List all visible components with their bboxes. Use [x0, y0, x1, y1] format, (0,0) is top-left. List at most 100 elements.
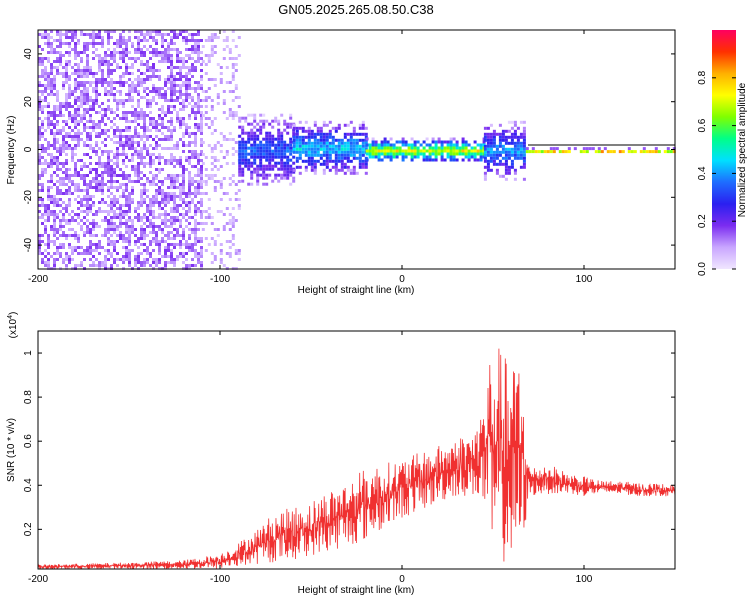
spectrogram-cell: [440, 143, 444, 147]
spectrogram-cell: [386, 152, 390, 156]
spectrogram-cell: [119, 66, 122, 69]
spectrogram-cell: [207, 243, 211, 246]
spectrogram-cell: [213, 84, 217, 87]
spectrogram-cell: [137, 240, 140, 243]
spectrogram-cell: [152, 126, 155, 129]
spectrogram-cell: [204, 105, 208, 108]
spectrogram-cell: [149, 207, 152, 210]
spectrogram-cell: [386, 140, 390, 144]
spectrogram-cell: [119, 144, 122, 147]
spectrogram-cell: [125, 213, 128, 216]
spectrogram-cell: [316, 141, 320, 145]
spectrogram-cell: [470, 149, 474, 153]
spectrogram-cell: [410, 155, 414, 159]
spectrogram-cell: [101, 81, 104, 84]
spectrogram-cell: [510, 135, 514, 139]
spectrogram-cell: [170, 93, 173, 96]
spectrogram-cell: [95, 153, 98, 156]
spectrogram-cell: [398, 140, 402, 144]
spectrogram-cell: [53, 48, 56, 51]
spectrogram-cell: [364, 147, 368, 151]
spectrogram-cell: [256, 164, 260, 168]
spectrogram-cell: [346, 150, 350, 154]
spectrogram-cell: [44, 75, 47, 78]
spectrogram-cell: [47, 186, 50, 189]
spectrogram-cell: [188, 93, 191, 96]
spectrogram-cell: [152, 54, 155, 57]
spectrogram-cell: [416, 155, 420, 159]
spectrogram-cell: [253, 161, 257, 165]
spectrogram-cell: [280, 149, 284, 153]
spectrogram-cell: [455, 146, 459, 150]
spectrogram-cell: [71, 135, 74, 138]
spectrogram-cell: [504, 153, 508, 157]
spectrogram-cell: [507, 153, 511, 157]
spectrogram-cell: [289, 164, 293, 168]
spectrogram-cell: [137, 45, 140, 48]
spectrogram-cell: [522, 138, 526, 142]
spectrogram-cell: [68, 186, 71, 189]
spectrogram-cell: [53, 243, 56, 246]
spectrogram-cell: [210, 105, 214, 108]
spectrogram-cell: [98, 162, 101, 165]
spectrogram-cell: [425, 149, 429, 153]
spectrogram-cell: [271, 158, 275, 162]
spectrogram-cell: [310, 156, 314, 160]
spectrogram-cell: [328, 141, 332, 145]
spectrogram-cell: [53, 138, 56, 141]
spectrogram-cell: [107, 105, 110, 108]
spectrogram-cell: [92, 147, 95, 150]
spectrogram-cell: [207, 78, 211, 81]
spectrogram-cell: [134, 87, 137, 90]
spectrogram-cell: [74, 57, 77, 60]
spectrogram-cell: [383, 146, 387, 150]
spectrogram-cell: [295, 159, 299, 163]
spectrogram-cell: [519, 132, 523, 136]
spectrogram-cell: [167, 246, 170, 249]
spectrogram-cell: [161, 207, 164, 210]
spectrogram-cell: [600, 150, 604, 154]
spectrogram-cell: [407, 149, 411, 153]
spectrogram-cell: [501, 144, 505, 148]
spectrogram-cell: [259, 146, 263, 150]
spectrogram-cell: [116, 189, 119, 192]
spectrogram-cell: [237, 96, 241, 99]
spectrogram-cell: [47, 36, 50, 39]
spectrogram-cell: [216, 228, 220, 231]
spectrogram-cell: [210, 120, 214, 123]
spectrogram-cell: [140, 111, 143, 114]
spectrogram-cell: [128, 135, 131, 138]
spectrogram-cell: [197, 39, 200, 42]
spectrogram-cell: [47, 252, 50, 255]
spectrogram-cell: [107, 195, 110, 198]
spectrogram-cell: [74, 102, 77, 105]
spec-y-tick-label: -40: [23, 237, 34, 252]
spectrogram-cell: [194, 243, 197, 246]
spectrogram-cell: [86, 204, 89, 207]
spectrogram-cell: [59, 54, 62, 57]
spectrogram-cell: [83, 129, 86, 132]
spectrogram-cell: [125, 72, 128, 75]
spectrogram-cell: [113, 96, 116, 99]
spectrogram-cell: [95, 177, 98, 180]
spectrogram-cell: [44, 225, 47, 228]
spectrogram-cell: [71, 252, 74, 255]
spectrogram-cell: [286, 158, 290, 162]
spectrogram-cell: [128, 243, 131, 246]
spectrogram-cell: [170, 42, 173, 45]
spectrogram-cell: [349, 147, 353, 151]
spectrogram-cell: [155, 144, 158, 147]
spectrogram-cell: [486, 165, 490, 169]
spectrogram-cell: [44, 90, 47, 93]
spectrogram-cell: [286, 155, 290, 159]
spectrogram-cell: [107, 159, 110, 162]
spectrogram-cell: [77, 42, 80, 45]
spectrogram-cell: [50, 87, 53, 90]
spectrogram-cell: [140, 63, 143, 66]
spectrogram-cell: [125, 138, 128, 141]
spectrogram-cell: [486, 159, 490, 163]
spectrogram-cell: [137, 213, 140, 216]
spectrogram-cell: [116, 162, 119, 165]
spectrogram-cell: [62, 192, 65, 195]
spectrogram-cell: [155, 261, 158, 264]
